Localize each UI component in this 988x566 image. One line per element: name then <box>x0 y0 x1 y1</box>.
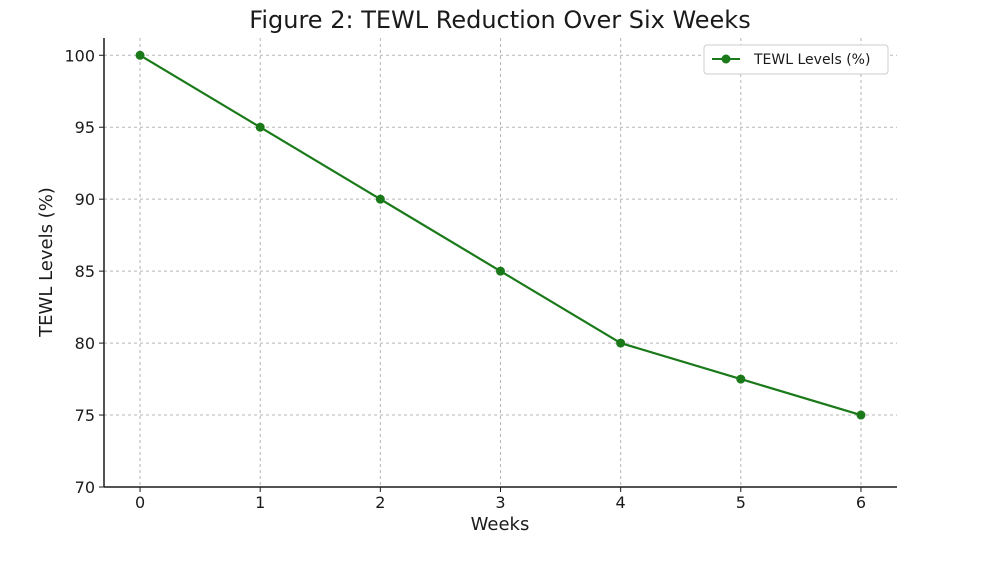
y-tick-label: 70 <box>75 478 95 497</box>
data-point <box>736 374 746 384</box>
y-tick-label: 75 <box>75 406 95 425</box>
series-line <box>139 54 862 417</box>
tick-labels: 0 1 2 3 4 5 6 70 75 80 85 90 95 100 <box>64 46 866 512</box>
y-tick-label: 80 <box>75 334 95 353</box>
y-tick-label: 90 <box>75 190 95 209</box>
data-point <box>616 338 626 348</box>
y-axis-label: TEWL Levels (%) <box>36 187 57 338</box>
x-tick-label: 4 <box>616 493 626 512</box>
data-point <box>135 50 145 60</box>
axes <box>99 38 897 492</box>
x-tick-label: 2 <box>375 493 385 512</box>
y-tick-label: 100 <box>64 46 95 65</box>
x-tick-label: 1 <box>255 493 265 512</box>
legend-marker-swatch <box>721 54 731 64</box>
data-point <box>496 266 505 276</box>
legend-label: TEWL Levels (%) <box>753 52 870 68</box>
legend: TEWL Levels (%) <box>703 44 889 75</box>
data-series <box>135 50 866 420</box>
data-point <box>856 410 866 420</box>
x-tick-label: 3 <box>495 493 505 512</box>
x-axis-label: Weeks <box>471 514 530 535</box>
y-tick-label: 85 <box>75 262 95 281</box>
y-tick-label: 95 <box>75 118 95 137</box>
data-point <box>255 122 265 132</box>
data-point <box>375 194 385 204</box>
legend-box <box>703 44 889 75</box>
x-tick-label: 5 <box>736 493 746 512</box>
chart-title: Figure 2: TEWL Reduction Over Six Weeks <box>249 6 750 34</box>
x-tick-label: 0 <box>135 493 145 512</box>
x-tick-label: 6 <box>856 493 866 512</box>
